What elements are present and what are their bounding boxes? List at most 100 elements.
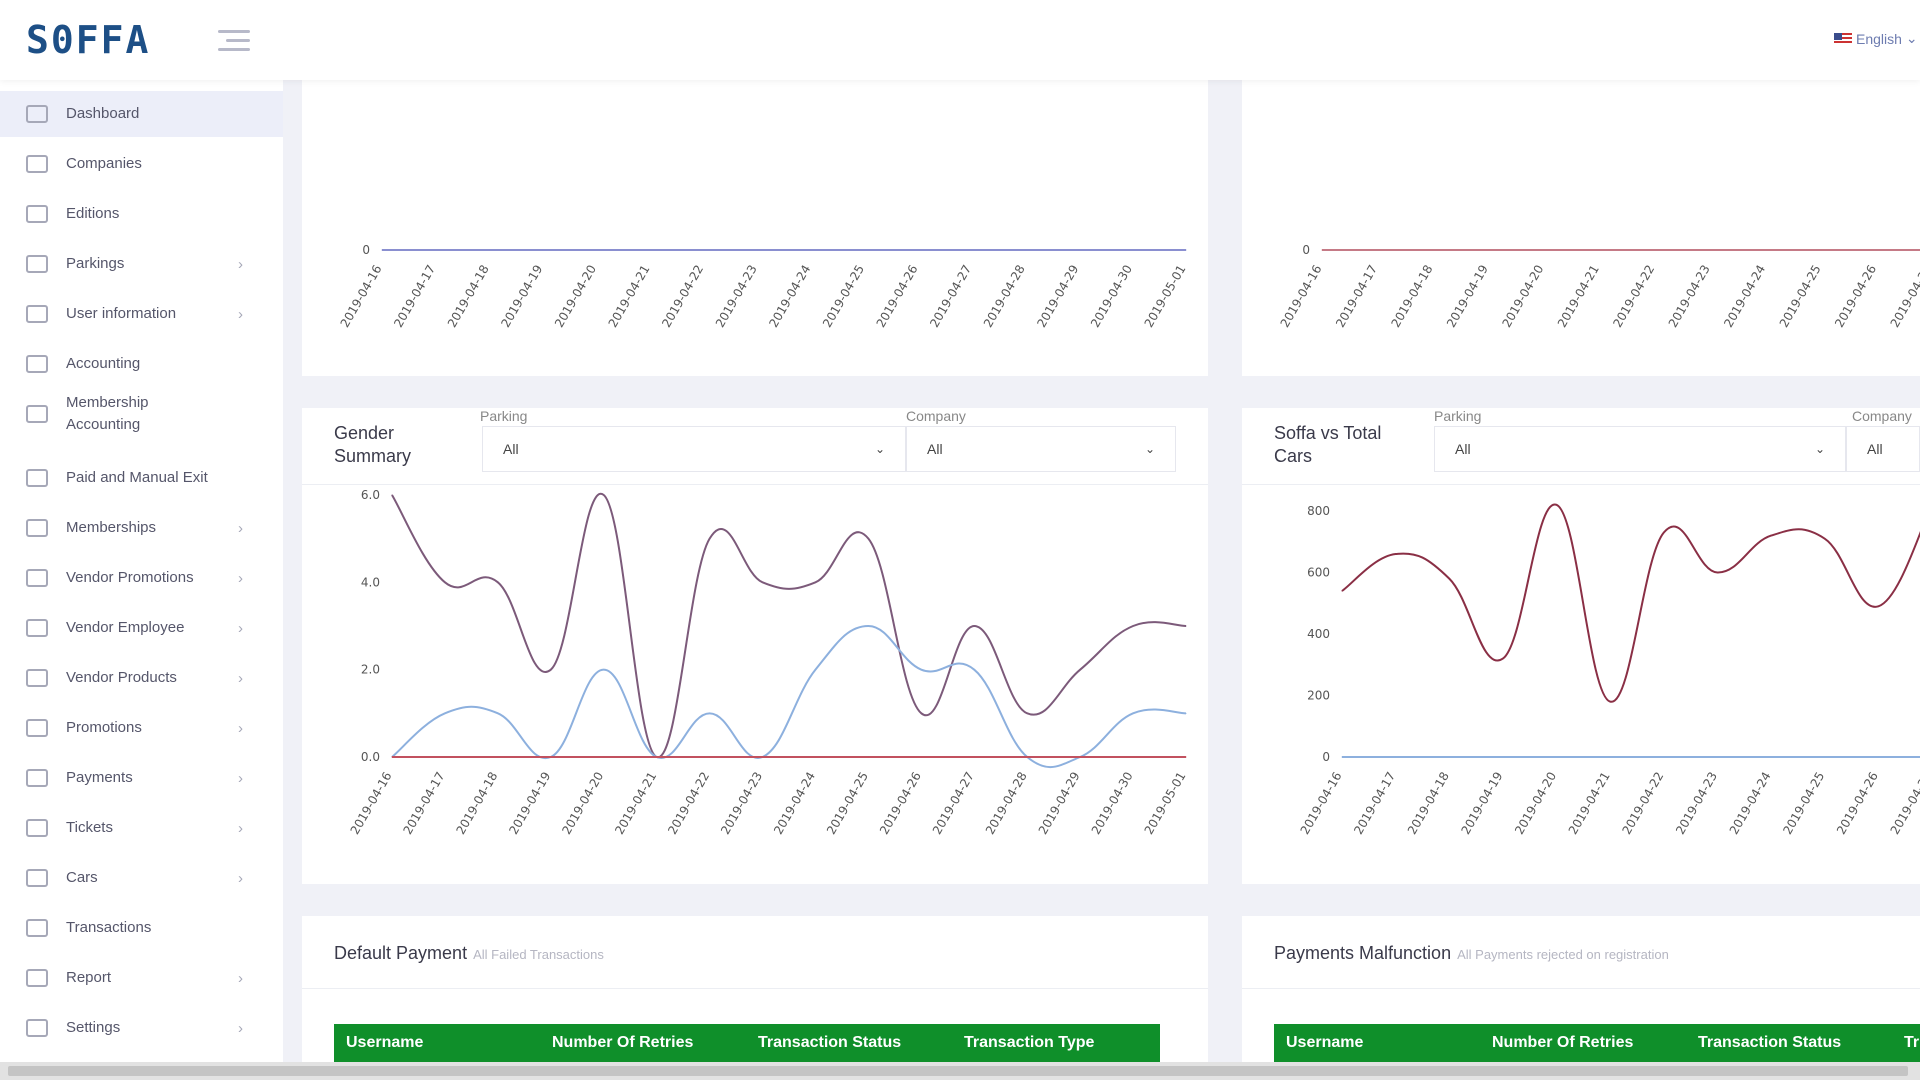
sidebar-item-report[interactable]: Report › — [0, 955, 283, 1001]
x-tick-label: 2019-04-18 — [1405, 770, 1452, 837]
sidebar-item-label: Vendor Products — [66, 669, 177, 686]
chevron-right-icon: › — [238, 819, 243, 837]
sidebar-item-settings[interactable]: Settings › — [0, 1005, 283, 1051]
sidebar-item-parkings[interactable]: Parkings › — [0, 241, 283, 287]
data-point — [867, 625, 869, 627]
chevron-right-icon: › — [238, 969, 243, 987]
exchange-icon — [26, 919, 48, 937]
sidebar-item-transactions[interactable]: Transactions — [0, 905, 283, 951]
copy-icon — [26, 719, 48, 737]
credit-card-icon — [26, 769, 48, 787]
sidebar-item-label: User information — [66, 305, 177, 322]
data-point — [762, 756, 764, 758]
column-header-retries[interactable]: Number Of Retries — [1492, 1034, 1634, 1051]
sidebar-item-dashboard[interactable]: Dashboard — [0, 91, 283, 137]
column-header-retries[interactable]: Number Of Retries — [552, 1034, 694, 1051]
employee-icon — [26, 619, 48, 637]
x-tick-label: 2019-04-25 — [1780, 770, 1827, 837]
sidebar-item-membership-accounting[interactable]: Membership Accounting — [0, 382, 283, 446]
data-point — [1131, 249, 1133, 251]
column-header-username[interactable]: Username — [346, 1034, 424, 1051]
soffa-vs-total-card: Soffa vs Total Cars Parking All ⌄ Company… — [1242, 408, 1920, 884]
sidebar-item-accounting[interactable]: Accounting — [0, 341, 283, 387]
x-tick-label: 2019-04-26 — [877, 770, 924, 837]
series-line-1 — [391, 624, 1187, 769]
x-tick-label: 2019-04-28 — [983, 770, 1030, 837]
column-header-type[interactable]: Transaction Type — [964, 1034, 1095, 1051]
data-point — [867, 538, 869, 540]
grid-icon — [26, 205, 48, 223]
sidebar-item-label: Cars — [66, 869, 98, 886]
chevron-right-icon: › — [238, 769, 243, 787]
data-point — [709, 712, 711, 714]
data-point — [810, 249, 812, 251]
data-point — [1820, 249, 1822, 251]
tag-icon — [26, 669, 48, 687]
menu-toggle-icon[interactable] — [218, 30, 250, 52]
gift-icon — [26, 355, 48, 373]
data-point — [656, 756, 658, 758]
x-tick-label: 2019-04-30 — [1088, 263, 1135, 330]
sidebar-item-companies[interactable]: Companies — [0, 141, 283, 187]
sidebar-item-vendor-products[interactable]: Vendor Products › — [0, 655, 283, 701]
sidebar-item-payments[interactable]: Payments › — [0, 755, 283, 801]
data-point — [1079, 669, 1081, 671]
x-tick-label: 2019-04-16 — [1298, 770, 1345, 837]
x-tick-label: 2019-04-22 — [1619, 770, 1666, 837]
horizontal-scrollbar[interactable] — [0, 1062, 1920, 1080]
x-tick-label: 2019-04-17 — [1333, 263, 1380, 330]
parking-select[interactable]: All ⌄ — [482, 426, 906, 472]
sidebar-item-vendor-promotions[interactable]: Vendor Promotions › — [0, 555, 283, 601]
column-header-type[interactable]: Tr — [1904, 1034, 1920, 1051]
data-point — [1395, 756, 1397, 758]
card-subtitle: All Failed Transactions — [473, 947, 604, 962]
top-left-chart: 0 2019-04-16 2019-04-17 2019-04-18 2019-04-1… — [338, 243, 1189, 330]
data-point — [550, 669, 552, 671]
data-point — [1132, 712, 1134, 714]
column-header-status[interactable]: Transaction Status — [1698, 1034, 1842, 1051]
sidebar-item-label: Companies — [66, 155, 142, 172]
sidebar-item-memberships[interactable]: Memberships › — [0, 505, 283, 551]
data-point — [863, 249, 865, 251]
sidebar-item-cars[interactable]: Cars › — [0, 855, 283, 901]
scrollbar-thumb[interactable] — [8, 1066, 1908, 1076]
card-title-text: Payments Malfunction — [1274, 943, 1452, 963]
data-point — [497, 756, 499, 758]
x-tick-label: 2019-04-30 — [1089, 770, 1136, 837]
company-select[interactable]: All — [1846, 426, 1920, 472]
sidebar-item-vendor-employee[interactable]: Vendor Employee › — [0, 605, 283, 651]
card-title: Gender Summary — [334, 423, 412, 466]
x-tick-label: 2019-04-24 — [766, 263, 813, 330]
language-selector[interactable]: English ⌄ — [1834, 30, 1918, 47]
sidebar-item-promotions[interactable]: Promotions › — [0, 705, 283, 751]
data-point — [867, 756, 869, 758]
column-header-username[interactable]: Username — [1286, 1034, 1364, 1051]
sidebar-item-tickets[interactable]: Tickets › — [0, 805, 283, 851]
data-point — [1877, 605, 1879, 607]
chevron-down-icon: ⌄ — [1144, 442, 1155, 456]
data-point — [1663, 756, 1665, 758]
top-right-chart: 0 2019-04-16 2019-04-17 2019-04-18 2019-04-1… — [1278, 243, 1920, 330]
data-point — [444, 756, 446, 758]
y-tick-label: 0 — [1322, 750, 1330, 764]
ticket-icon — [26, 819, 48, 837]
sidebar-item-user-information[interactable]: User information › — [0, 291, 283, 337]
data-point — [703, 249, 705, 251]
sidebar-item-editions[interactable]: Editions — [0, 191, 283, 237]
chevron-right-icon: › — [238, 869, 243, 887]
sidebar-item-paid-and-manual-exit[interactable]: Paid and Manual Exit — [0, 455, 283, 501]
company-select[interactable]: All ⌄ — [906, 426, 1176, 472]
data-point — [1341, 756, 1343, 758]
data-point — [1026, 712, 1028, 714]
series-line-0 — [1341, 503, 1920, 703]
divider — [1242, 484, 1920, 485]
app-logo[interactable]: S0FFA — [26, 18, 151, 62]
column-header-status[interactable]: Transaction Status — [758, 1034, 902, 1051]
divider — [302, 484, 1208, 485]
x-tick-label: 2019-04-23 — [713, 263, 760, 330]
x-tick-label: 2019-04-24 — [1721, 263, 1768, 330]
parking-select[interactable]: All ⌄ — [1434, 426, 1846, 472]
y-tick-label: 4.0 — [361, 575, 380, 589]
copy-icon — [26, 569, 48, 587]
